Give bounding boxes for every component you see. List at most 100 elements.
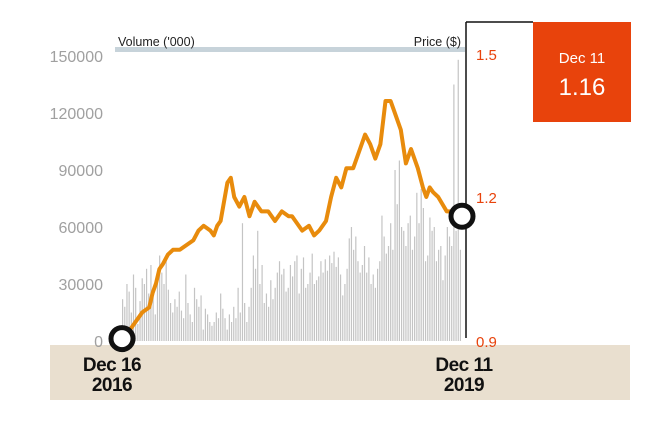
volume-bar [176, 306, 178, 341]
left-tick: 30000 [59, 277, 104, 294]
volume-bar [429, 217, 431, 341]
volume-bar [289, 265, 292, 341]
volume-bar [313, 284, 315, 341]
volume-bar [403, 230, 405, 341]
volume-bar [333, 251, 335, 341]
volume-bar [139, 301, 141, 341]
volume-bar [344, 284, 346, 341]
volume-bar [444, 255, 446, 341]
volume-bar [320, 261, 322, 341]
volume-bar [183, 318, 185, 341]
volume-bar [346, 268, 348, 341]
volume-bar [368, 257, 370, 341]
volume-bar [193, 287, 196, 341]
right-tick: 0.9 [476, 334, 497, 351]
volume-bar [209, 322, 211, 341]
volume-bar [446, 227, 448, 341]
volume-bar [300, 268, 302, 341]
volume-bar [409, 215, 411, 341]
volume-bar [246, 322, 248, 341]
right-axis: 1.5 1.2 0.9 [476, 47, 497, 351]
volume-bar [152, 297, 154, 341]
volume-bar [326, 270, 329, 341]
volume-bar [379, 261, 381, 341]
volume-bar [407, 223, 409, 341]
volume-bar [257, 230, 259, 341]
volume-bar [226, 329, 228, 341]
volume-bar [322, 272, 324, 341]
volume-bar [339, 274, 342, 341]
volume-bar [315, 280, 318, 341]
volume-bar [233, 306, 235, 341]
volume-bar [196, 299, 198, 341]
volume-bar [235, 318, 237, 341]
volume-bar [265, 293, 268, 341]
volume-bar [141, 278, 143, 341]
volume-bar [363, 246, 366, 341]
volume-bar [302, 257, 305, 341]
volume-bar [180, 310, 183, 341]
volume-bar [361, 265, 363, 341]
volume-bar [394, 170, 396, 341]
volume-bar [424, 261, 427, 341]
volume-bar [296, 255, 298, 341]
volume-bar [254, 268, 257, 341]
volume-bar [239, 312, 241, 341]
volume-bar [220, 293, 222, 341]
volume-bar [370, 284, 372, 341]
end-point-marker [448, 202, 476, 230]
volume-bar [383, 236, 385, 341]
volume-bar [355, 236, 357, 341]
volume-bar [165, 261, 167, 341]
volume-bar [318, 276, 320, 341]
volume-bar [455, 230, 457, 341]
volume-bar [189, 314, 191, 341]
volume-bar [400, 227, 403, 341]
volume-bar [292, 276, 294, 341]
callout-box [533, 22, 631, 122]
volume-bar [448, 236, 451, 341]
left-tick: 150000 [50, 49, 103, 66]
start-date-label: Dec 16 [83, 355, 141, 376]
volume-bar [191, 322, 193, 341]
volume-bar [331, 263, 333, 341]
volume-bar [217, 318, 220, 341]
volume-bar [148, 293, 150, 341]
volume-bar [230, 322, 233, 341]
volume-bar [418, 223, 420, 341]
volume-bar [159, 255, 161, 341]
volume-bar [137, 323, 139, 341]
end-date-label: Dec 11 [435, 355, 493, 376]
volume-bar [381, 215, 383, 341]
volume-bar [215, 312, 217, 341]
callout-value: 1.16 [559, 74, 606, 101]
volume-bar [163, 284, 165, 341]
volume-bar [204, 308, 207, 341]
volume-bar [398, 160, 400, 341]
volume-bar [411, 249, 414, 341]
volume-bar [285, 291, 287, 341]
x-axis-band [50, 345, 630, 400]
volume-bar [353, 249, 355, 341]
volume-bar [457, 59, 459, 342]
volume-bar [252, 255, 254, 341]
volume-bar [459, 249, 462, 341]
volume-bar [178, 291, 180, 341]
volume-bar [276, 272, 278, 341]
left-tick: 60000 [59, 220, 104, 237]
right-tick: 1.5 [476, 47, 497, 64]
left-tick: 90000 [59, 163, 104, 180]
volume-bar [427, 255, 429, 341]
volume-bar [259, 284, 261, 341]
volume-bar [390, 223, 392, 341]
volume-bar [145, 268, 148, 341]
volume-bar [202, 329, 204, 341]
volume-bar [311, 253, 313, 341]
left-axis: 150000 120000 90000 60000 30000 0 [50, 49, 103, 351]
volume-bar [420, 189, 422, 341]
volume-bar [283, 268, 285, 341]
end-year-label: 2019 [444, 375, 484, 396]
price-line [120, 99, 464, 341]
volume-bar [272, 299, 274, 341]
volume-bar [442, 280, 444, 341]
